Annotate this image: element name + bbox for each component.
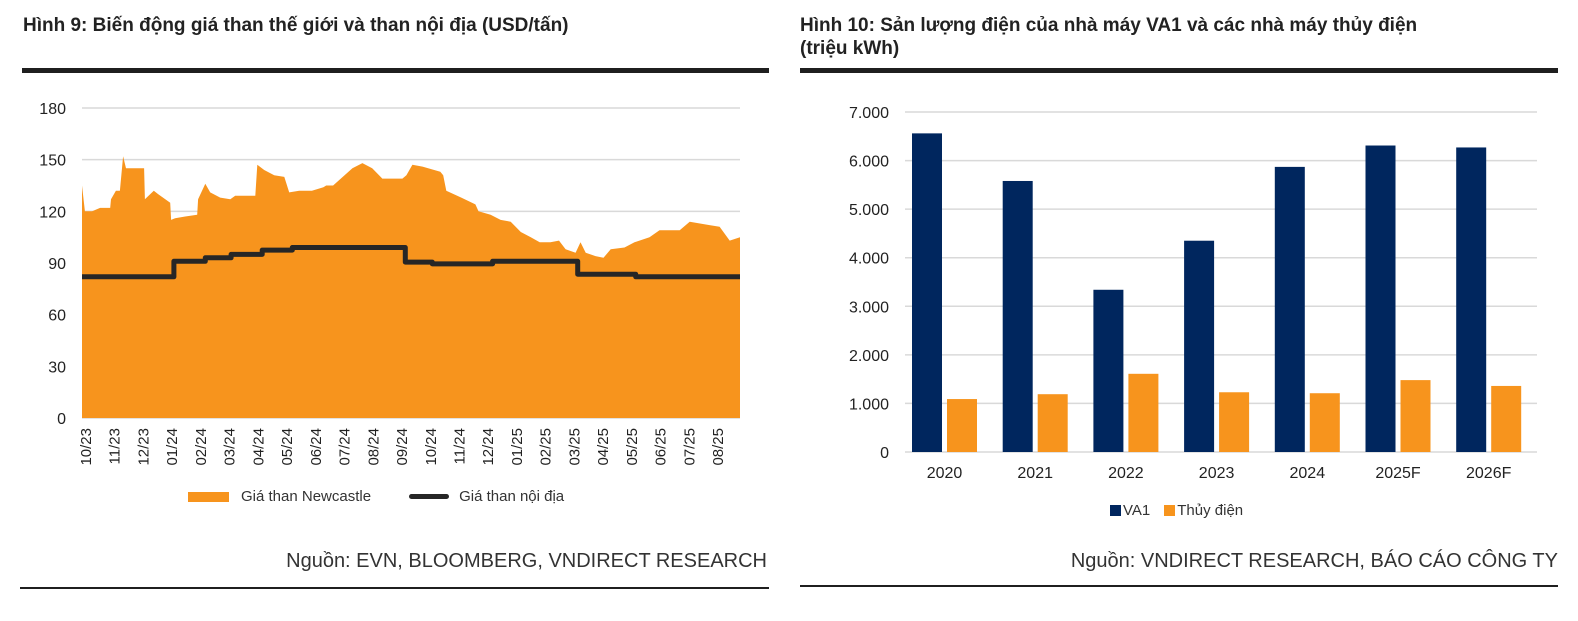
y-tick-label: 30: [48, 359, 66, 376]
x-tick-label: 08/24: [365, 428, 382, 466]
x-tick-label: 05/25: [624, 428, 641, 466]
x-tick-label: 07/25: [681, 428, 698, 466]
legend-item-hydro: Thủy điện: [1164, 502, 1243, 519]
x-tick-label: 01/24: [164, 428, 181, 466]
legend-swatch-newcastle: [188, 491, 229, 502]
figure9-title: Hình 9: Biến động giá than thế giới và t…: [23, 15, 569, 36]
figure10-bottom-rule: [800, 585, 1558, 587]
va1-bar: [1184, 240, 1215, 452]
legend-label-hydro: Thủy điện: [1177, 502, 1244, 519]
legend-label-domestic: Giá than nội địa: [459, 488, 565, 505]
figure10-source: Nguồn: VNDIRECT RESEARCH, BÁO CÁO CÔNG T…: [1070, 550, 1558, 572]
hydro-bar: [947, 399, 977, 452]
figure9-source: Nguồn: EVN, BLOOMBERG, VNDIRECT RESEARCH: [286, 550, 767, 572]
y-tick-label: 60: [48, 308, 66, 325]
figure9-x-axis: 10/23 11/23 12/23 01/24 02/24 03/24 04/24 05/24…: [78, 428, 727, 466]
figure9-chart: 0 30 60 90 120 150 180 10/23 11/23 12/23 01/24 02/…: [39, 101, 740, 466]
figure10-legend: VA1 Thủy điện: [1110, 502, 1243, 519]
figure9-legend: Giá than Newcastle Giá than nội địa: [188, 488, 564, 505]
y-tick-label: 3.000: [849, 299, 889, 316]
figure10-bars: [912, 133, 1522, 452]
figure9-top-rule: [22, 68, 769, 73]
x-tick-label: 03/25: [566, 428, 583, 466]
x-tick-label: 10/24: [423, 428, 440, 466]
y-tick-label: 2.000: [849, 348, 889, 365]
va1-bar: [1093, 289, 1124, 452]
y-tick-label: 0: [57, 411, 66, 428]
figure10-title: Hình 10: Sản lượng điện của nhà máy VA1 …: [800, 14, 1578, 60]
va1-bar: [1274, 166, 1305, 452]
hydro-bar: [1128, 373, 1159, 452]
va1-bar: [1002, 180, 1033, 452]
va1-bar: [912, 133, 942, 452]
figure10-title-line2: (triệu kWh): [800, 38, 900, 59]
y-tick-label: 150: [39, 153, 66, 170]
x-tick-label: 2022: [1108, 465, 1144, 482]
x-tick-label: 2021: [1017, 465, 1053, 482]
y-tick-label: 120: [39, 204, 66, 221]
va1-bar: [1365, 145, 1396, 452]
legend-label-va1: VA1: [1123, 502, 1151, 519]
x-tick-label: 02/24: [193, 428, 210, 466]
figure10-x-axis: 2020 2021 2022 2023 2024 2025F 2026F: [927, 465, 1512, 482]
legend-item-newcastle: Giá than Newcastle: [188, 488, 371, 505]
x-tick-label: 04/25: [595, 428, 612, 466]
x-tick-label: 04/24: [250, 428, 267, 466]
y-tick-label: 180: [39, 101, 66, 118]
newcastle-area: [82, 156, 740, 418]
x-tick-label: 2025F: [1375, 465, 1421, 482]
y-tick-label: 7.000: [849, 105, 889, 122]
figure9-line-layer: [82, 245, 740, 280]
x-tick-label: 2026F: [1466, 465, 1512, 482]
x-tick-label: 2020: [927, 465, 963, 482]
legend-swatch-va1: [1110, 505, 1121, 516]
hydro-bar: [1309, 393, 1340, 452]
x-tick-label: 03/24: [222, 428, 239, 466]
legend-label-newcastle: Giá than Newcastle: [241, 488, 372, 505]
figure10-top-rule: [800, 68, 1558, 73]
y-tick-label: 0: [880, 445, 889, 462]
x-tick-label: 11/24: [452, 428, 469, 464]
x-tick-label: 11/23: [107, 428, 124, 464]
hydro-bar: [1219, 392, 1250, 452]
x-tick-label: 05/24: [279, 428, 296, 466]
x-tick-label: 08/25: [710, 428, 727, 466]
figure9-area-layer: [82, 156, 740, 418]
figure9-bottom-rule: [20, 587, 769, 589]
figure10-y-axis: 0 1.000 2.000 3.000 4.000 5.000 6.000 7.000: [849, 105, 889, 462]
legend-item-domestic: Giá than nội địa: [409, 488, 564, 505]
x-tick-label: 2024: [1290, 465, 1326, 482]
hydro-bar: [1491, 385, 1522, 452]
y-tick-label: 4.000: [849, 251, 889, 268]
legend-swatch-domestic: [409, 494, 450, 499]
legend-swatch-hydro: [1164, 505, 1176, 516]
x-tick-label: 06/24: [308, 428, 325, 466]
x-tick-label: 07/24: [337, 428, 354, 466]
hydro-bar: [1400, 380, 1431, 452]
x-tick-label: 02/25: [538, 428, 555, 466]
figure9-y-axis: 0 30 60 90 120 150 180: [39, 101, 66, 428]
x-tick-label: 09/24: [394, 428, 411, 466]
domestic-price-line: [82, 245, 740, 280]
x-tick-label: 12/24: [480, 428, 497, 466]
y-tick-label: 5.000: [849, 202, 889, 219]
y-tick-label: 1.000: [849, 396, 889, 413]
x-tick-label: 06/25: [653, 428, 670, 466]
figure10-chart: 0 1.000 2.000 3.000 4.000 5.000 6.000 7.000 202…: [849, 105, 1537, 482]
x-tick-label: 01/25: [509, 428, 526, 466]
figure10-title-line1: Hình 10: Sản lượng điện của nhà máy VA1 …: [800, 15, 1418, 36]
hydro-bar: [1037, 394, 1068, 452]
x-tick-label: 10/23: [78, 428, 95, 466]
y-tick-label: 6.000: [849, 154, 889, 171]
y-tick-label: 90: [48, 256, 66, 273]
legend-item-va1: VA1: [1110, 502, 1150, 519]
x-tick-label: 12/23: [136, 428, 153, 466]
va1-bar: [1456, 147, 1487, 452]
x-tick-label: 2023: [1199, 465, 1235, 482]
